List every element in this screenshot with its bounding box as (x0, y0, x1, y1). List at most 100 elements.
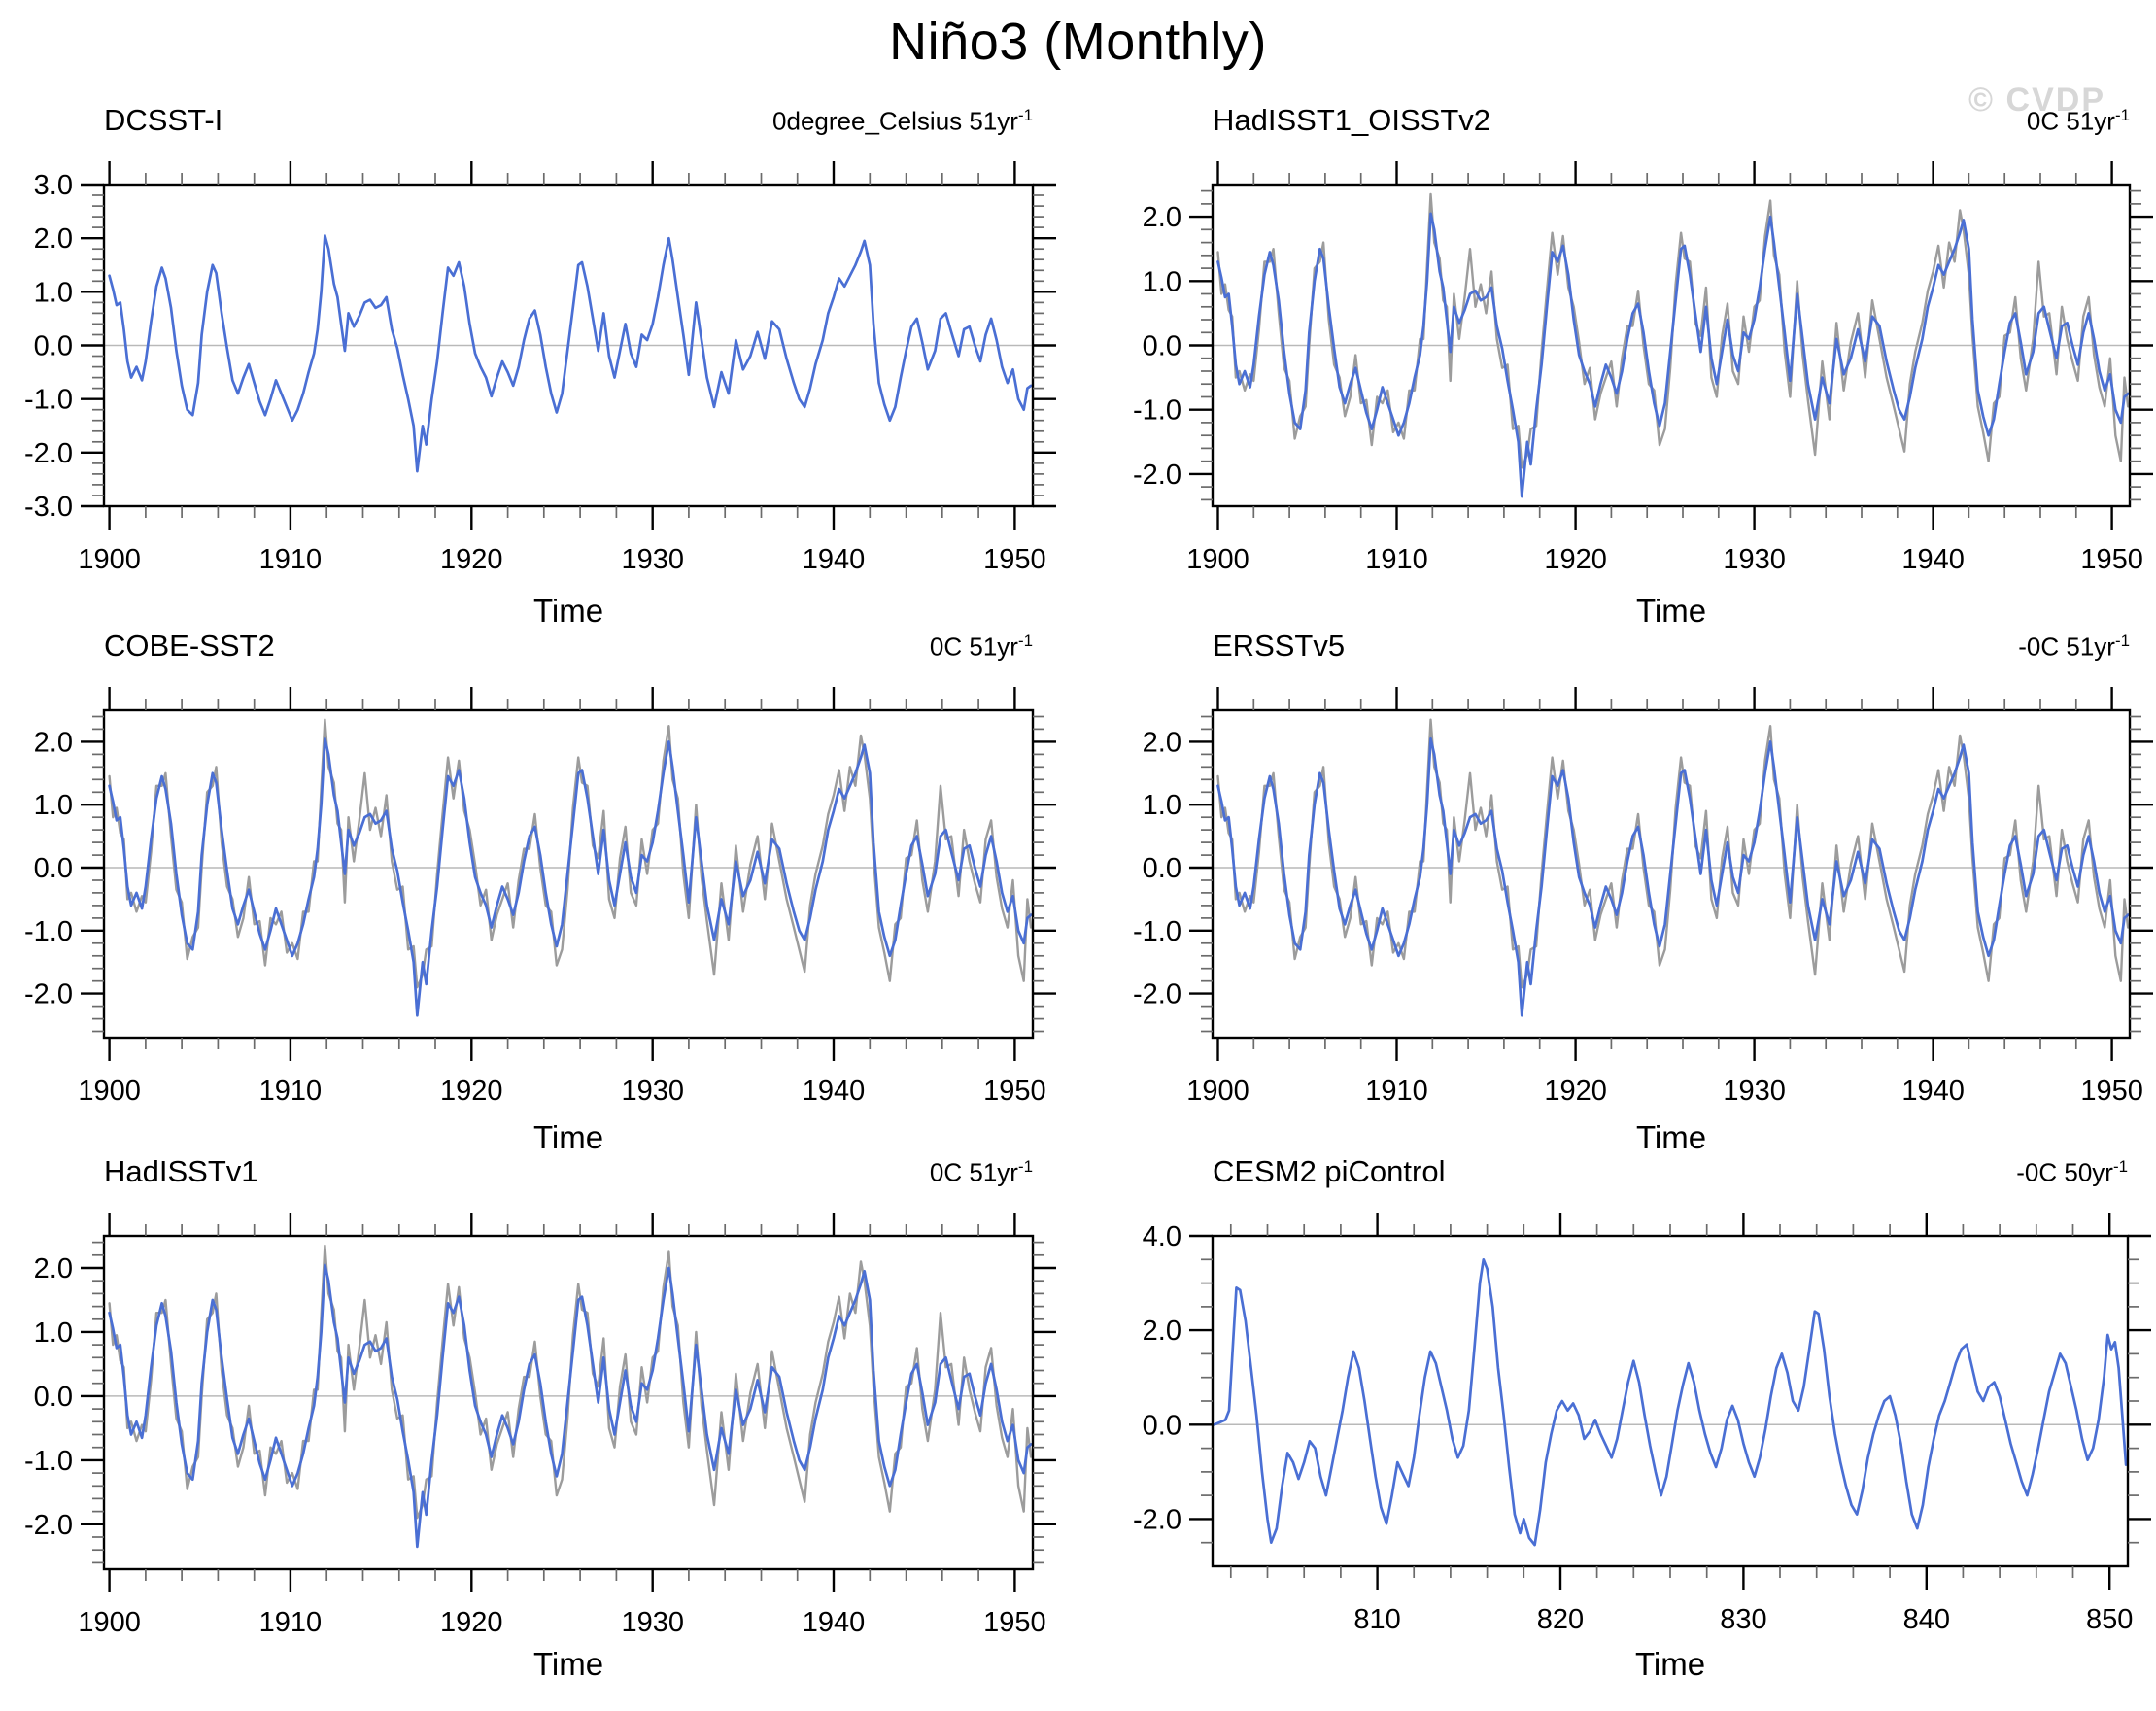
x-tick-label: 1920 (440, 1076, 503, 1107)
x-axis-title: Time (532, 1646, 604, 1682)
series-obs_smoothed (108, 1263, 1033, 1549)
y-tick-label: 0.0 (34, 331, 73, 362)
x-tick-label: 1920 (440, 544, 503, 575)
panel-cobe-sst2: 1900 1910 1920 1930 1940 1950 2.0 1.0 0.0 -1.0 -2.… (24, 687, 1056, 1107)
y-tick-label: -2.0 (1133, 979, 1181, 1010)
panel-ersstv5: 1900 1910 1920 1930 1940 1950 2.0 1.0 0.0 -1.0 -2.… (1133, 687, 2153, 1107)
y-tick-label: -1.0 (24, 385, 73, 416)
axes: 1900 1910 1920 1930 1940 1950 2.0 1.0 0.0 -1.0 -2.… (24, 1213, 1056, 1638)
x-axis-title: Time (1635, 1119, 1707, 1155)
series-obs_smoothed (108, 736, 1033, 1017)
series-obs_smoothed (1216, 212, 2130, 498)
series-group (108, 234, 1033, 473)
x-tick-label: 1930 (621, 1607, 684, 1638)
y-tick-label: -2.0 (1133, 1504, 1181, 1535)
x-tick-label: 1900 (78, 544, 141, 575)
units-exponent: -1 (1017, 1157, 1033, 1177)
y-tick-label: 0.0 (1143, 853, 1181, 884)
y-tick-label: 0.0 (1143, 1410, 1181, 1441)
x-axis-title: Time (1634, 1646, 1706, 1682)
axes: 1900 1910 1920 1930 1940 1950 2.0 1.0 0.0 -1.0 -2.… (1133, 687, 2153, 1107)
panel-title: COBE-SST2 (104, 629, 275, 663)
x-tick-label: 1920 (440, 1607, 503, 1638)
x-tick-label: 1950 (983, 1607, 1046, 1638)
x-tick-label: 1900 (78, 1076, 141, 1107)
units-exponent: -1 (2114, 106, 2130, 125)
series-group (108, 718, 1033, 1017)
series-obs_smoothed (1216, 736, 2130, 1017)
axes: 810 820 830 840 850 4.0 2.0 0.0 -2.0 (1133, 1213, 2151, 1635)
panel-dcsst-i-header: DCSST-I 0degree_Celsius 51yr-1 (104, 103, 1033, 157)
x-tick-label: 820 (1537, 1604, 1584, 1635)
x-axis-title: Time (1635, 593, 1707, 629)
panel-dcsst-i: 1900 1910 1920 1930 1940 1950 3.0 2.0 1.0 0.0 -1.0… (24, 161, 1056, 575)
axes: 1900 1910 1920 1930 1940 1950 2.0 1.0 0.0 -1.0 -2.… (1133, 161, 2153, 575)
y-tick-label: 1.0 (34, 277, 73, 308)
x-tick-label: 830 (1720, 1604, 1766, 1635)
panel-units: -0C 50yr-1 (2016, 1157, 2128, 1187)
series-group (108, 1244, 1033, 1549)
panel-cobe-sst2-header: COBE-SST2 0C 51yr-1 (104, 629, 1033, 683)
x-tick-label: 1910 (259, 1607, 323, 1638)
y-tick-label: 0.0 (1143, 331, 1181, 362)
y-tick-label: 2.0 (34, 223, 73, 255)
plot-frame (102, 708, 1035, 1040)
series-group (1213, 1257, 2128, 1547)
y-tick-label: 1.0 (1143, 266, 1181, 297)
y-tick-label: 0.0 (34, 853, 73, 884)
y-tick-label: -1.0 (1133, 916, 1181, 947)
y-tick-label: 2.0 (34, 1253, 73, 1284)
y-tick-label: 2.0 (1143, 727, 1181, 758)
plot-frame (102, 1234, 1035, 1571)
x-tick-label: 1930 (621, 544, 684, 575)
y-tick-label: -2.0 (24, 979, 73, 1010)
x-tick-label: 810 (1353, 1604, 1400, 1635)
series-obs_smoothed (108, 234, 1033, 473)
y-tick-label: 2.0 (1143, 202, 1181, 233)
x-tick-label: 1950 (2080, 1076, 2143, 1107)
y-tick-label: -2.0 (1133, 460, 1181, 491)
x-tick-label: 1920 (1544, 1076, 1607, 1107)
x-tick-label: 1930 (621, 1076, 684, 1107)
units-exponent: -1 (2114, 632, 2130, 651)
units-exponent: -1 (2112, 1157, 2128, 1177)
series-group (1216, 718, 2130, 1017)
y-tick-label: 2.0 (1143, 1316, 1181, 1347)
y-tick-label: 1.0 (34, 1317, 73, 1349)
x-tick-label: 1930 (1723, 544, 1786, 575)
y-tick-label: -2.0 (24, 1510, 73, 1541)
x-tick-label: 1920 (1544, 544, 1607, 575)
x-tick-label: 1900 (78, 1607, 141, 1638)
axes: 1900 1910 1920 1930 1940 1950 2.0 1.0 0.0 -1.0 -2.… (24, 687, 1056, 1107)
x-tick-label: 1940 (803, 544, 866, 575)
y-tick-label: -1.0 (24, 1446, 73, 1477)
panel-hadisst1-oisstv2-header: HadISST1_OISSTv2 0C 51yr-1 (1213, 103, 2130, 157)
panel-title: DCSST-I (104, 103, 223, 137)
x-tick-label: 1950 (983, 544, 1046, 575)
cvdp-watermark: © CVDP (1968, 82, 2105, 119)
x-tick-label: 1930 (1723, 1076, 1786, 1107)
x-tick-label: 1940 (1901, 1076, 1965, 1107)
y-tick-label: 3.0 (34, 170, 73, 201)
units-exponent: -1 (1017, 632, 1033, 651)
axes: 1900 1910 1920 1930 1940 1950 3.0 2.0 1.0 0.0 -1.0… (24, 161, 1056, 575)
x-tick-label: 1910 (1365, 1076, 1428, 1107)
x-tick-label: 1910 (259, 1076, 323, 1107)
x-tick-label: 1940 (803, 1076, 866, 1107)
y-tick-label: 2.0 (34, 727, 73, 758)
panel-units: -0C 51yr-1 (2018, 632, 2130, 662)
panel-hadisstv1-header: HadISSTv1 0C 51yr-1 (104, 1154, 1033, 1209)
panel-units: 0C 51yr-1 (929, 632, 1033, 662)
page-title: Niño3 (Monthly) (889, 13, 1267, 71)
panel-cesm2-picontrol: 810 820 830 840 850 4.0 2.0 0.0 -2.0 (1133, 1213, 2151, 1635)
x-tick-label: 1910 (1365, 544, 1428, 575)
x-tick-label: 1950 (2080, 544, 2143, 575)
y-tick-label: -1.0 (24, 916, 73, 947)
y-tick-label: 1.0 (1143, 790, 1181, 821)
x-tick-label: 1940 (1901, 544, 1965, 575)
y-tick-label: 0.0 (34, 1382, 73, 1413)
panel-ersstv5-header: ERSSTv5 -0C 51yr-1 (1213, 629, 2130, 683)
x-tick-label: 850 (2086, 1604, 2133, 1635)
y-tick-label: -3.0 (24, 492, 73, 523)
panel-title: HadISSTv1 (104, 1154, 258, 1188)
